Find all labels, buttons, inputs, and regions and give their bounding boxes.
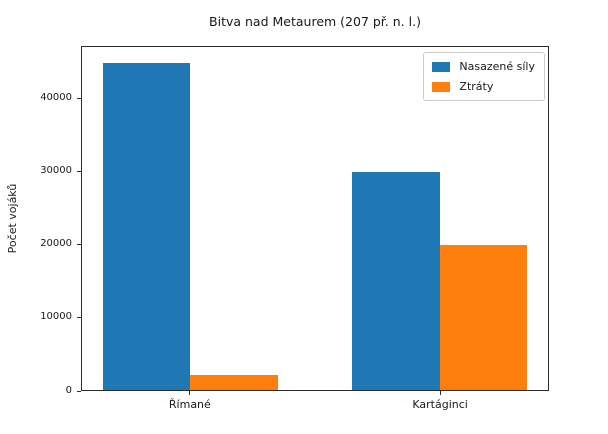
legend-swatch-ztraty [432,81,451,92]
x-tick-mark [439,391,441,395]
y-tick-label-0: 0 [65,384,72,396]
bar-kartaginci-ztraty [439,244,527,390]
bar-rimane-nasazene-sily [103,63,191,390]
y-tick-label-20000: 20000 [40,238,72,250]
legend-item-ztraty: Ztráty [432,80,535,93]
y-tick-label-30000: 30000 [40,165,72,177]
y-tick-mark [77,244,81,246]
legend: Nasazené síly Ztráty [423,52,545,101]
y-tick-label-40000: 40000 [40,92,72,104]
legend-item-nasazene-sily: Nasazené síly [432,60,535,73]
y-tick-mark [77,390,81,392]
bar-kartaginci-nasazene-sily [352,172,440,390]
y-tick-label-10000: 10000 [40,311,72,323]
legend-swatch-nasazene-sily [432,61,451,72]
legend-label-ztraty: Ztráty [459,80,494,93]
x-tick-mark [189,391,191,395]
y-tick-mark [77,171,81,173]
y-tick-mark [77,317,81,319]
plot-area: Nasazené síly Ztráty [81,46,549,391]
chart-title: Bitva nad Metaurem (207 př. n. l.) [209,14,421,29]
bar-rimane-ztraty [190,375,278,390]
x-tick-label-kartaginci: Kartáginci [412,398,468,411]
legend-label-nasazene-sily: Nasazené síly [459,60,535,73]
y-tick-mark [77,98,81,100]
x-tick-label-rimane: Římané [168,398,211,411]
